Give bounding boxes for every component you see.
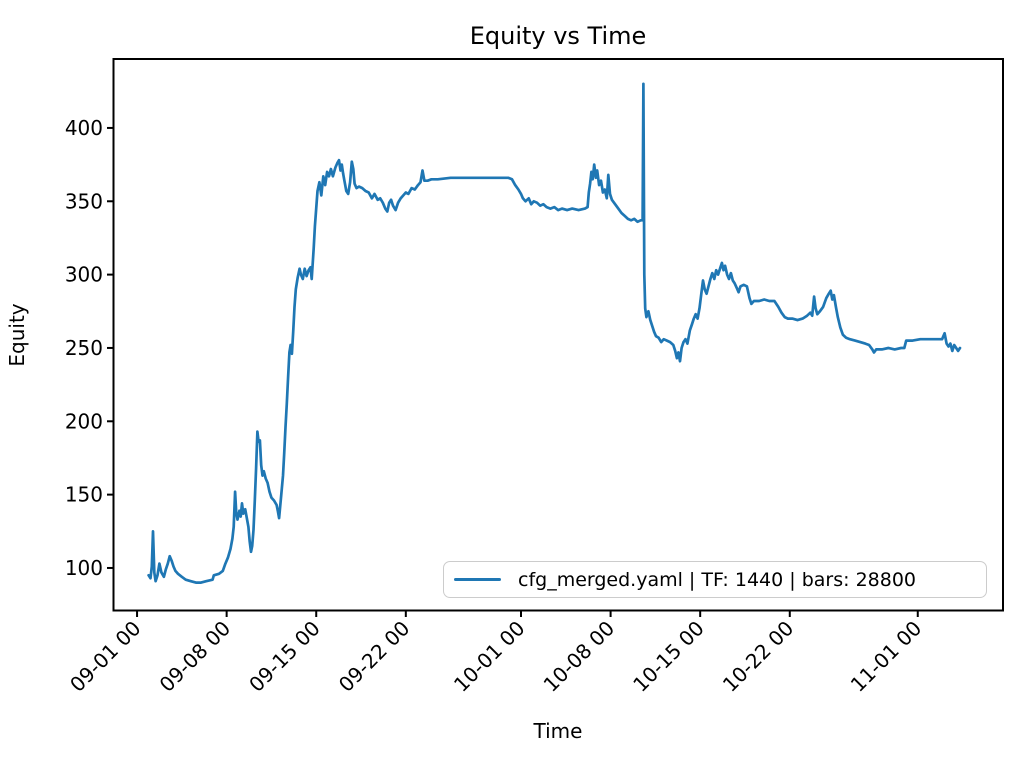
x-tick-label: 09-08 00 [155,616,236,697]
legend-box: cfg_merged.yaml | TF: 1440 | bars: 28800 [443,561,987,598]
x-tick-label: 10-15 00 [628,616,709,697]
equity-curve [147,82,962,584]
axes-frame [112,58,1004,612]
x-tick-label: 09-01 00 [65,616,146,697]
y-tick-label: 200 [65,409,103,433]
y-tick-label: 150 [65,483,103,507]
chart-title: Equity vs Time [469,22,647,50]
x-tick-label: 10-22 00 [718,616,799,697]
legend-label: cfg_merged.yaml | TF: 1440 | bars: 28800 [518,568,917,591]
y-tick-label: 400 [65,116,103,140]
y-tick-label: 250 [65,336,103,360]
y-tick-label: 350 [65,189,103,213]
legend-line-sample-icon [454,577,501,582]
x-axis-label: Time [533,719,583,743]
x-tick-label: 10-01 00 [449,616,530,697]
y-tick-label: 300 [65,263,103,287]
x-tick-label: 10-08 00 [539,616,620,697]
y-axis-label: Equity [5,303,29,367]
x-tick-label: 11-01 00 [846,616,927,697]
x-tick-label: 09-22 00 [334,616,415,697]
y-tick-label: 100 [65,556,103,580]
x-tick-label: 09-15 00 [244,616,325,697]
